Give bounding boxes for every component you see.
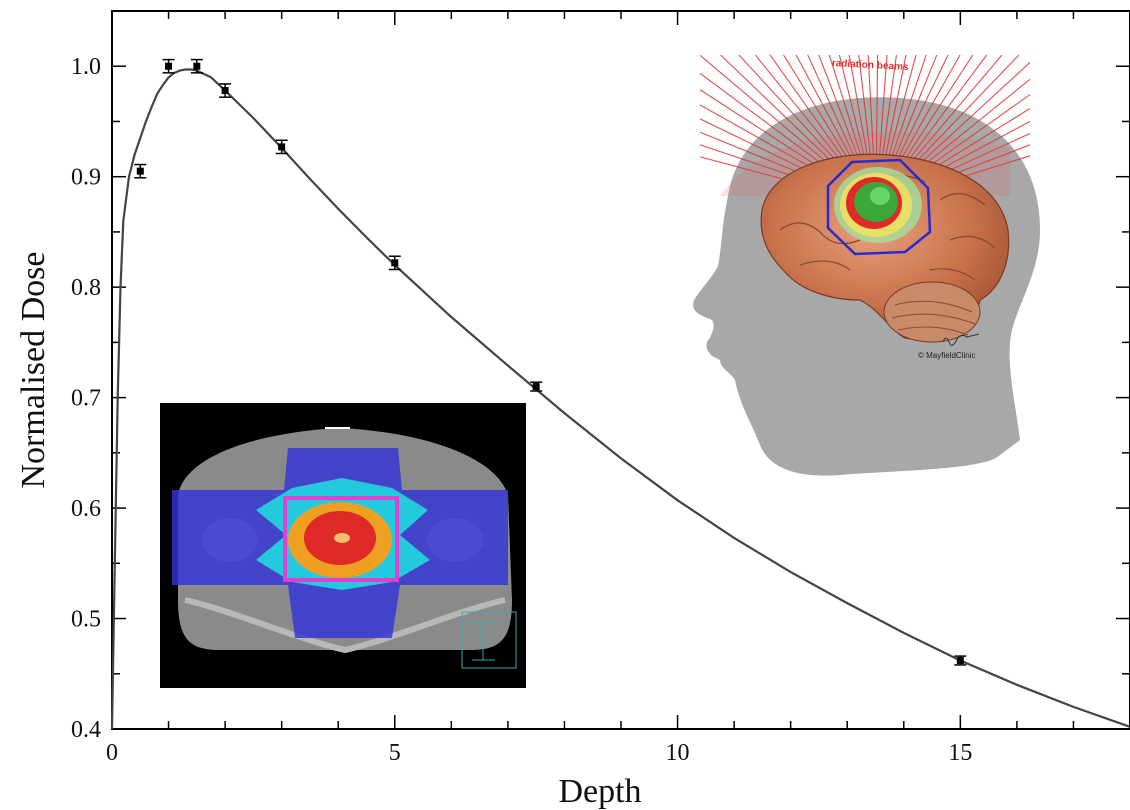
measured-point	[134, 163, 147, 179]
ct-dose-magenta	[283, 496, 399, 582]
brain-radiation-inset: radiation beams © MayfieldClinic	[693, 55, 1040, 476]
axis-ticks	[111, 10, 1130, 730]
measured-point	[190, 58, 203, 74]
radiation-beams-label: radiation beams	[832, 58, 910, 73]
y-tick-label: 1.0	[71, 54, 101, 80]
y-tick-label: 0.8	[71, 275, 101, 301]
measured-point	[275, 139, 288, 155]
x-tick-label: 0	[106, 740, 118, 766]
x-tick-label: 15	[948, 740, 972, 766]
cerebellum	[883, 281, 981, 343]
tumor-outline-ring	[826, 158, 932, 256]
y-tick-label: 0.9	[71, 165, 101, 191]
credit-label: © MayfieldClinic	[918, 351, 975, 360]
measured-point	[530, 381, 543, 392]
x-tick-label: 10	[666, 740, 690, 766]
x-axis-label: Depth	[558, 773, 641, 810]
measured-point	[162, 58, 175, 74]
y-tick-label: 0.6	[71, 496, 101, 522]
measured-points	[134, 58, 967, 666]
artist-signature	[942, 333, 980, 346]
y-tick-label: 0.5	[71, 607, 101, 633]
measured-point	[954, 655, 967, 666]
y-axis-label: Normalised Dose	[15, 251, 52, 488]
y-tick-label: 0.7	[71, 386, 101, 412]
measured-point	[219, 83, 232, 98]
measured-point	[388, 255, 401, 271]
x-tick-label: 5	[389, 740, 401, 766]
axis-tick-labels: 0 5 10 15 0.4 0.5 0.6 0.7 0.8 0.9 1.0	[71, 54, 972, 766]
y-tick-label: 0.4	[71, 717, 101, 743]
ct-dose-inset	[160, 403, 526, 688]
